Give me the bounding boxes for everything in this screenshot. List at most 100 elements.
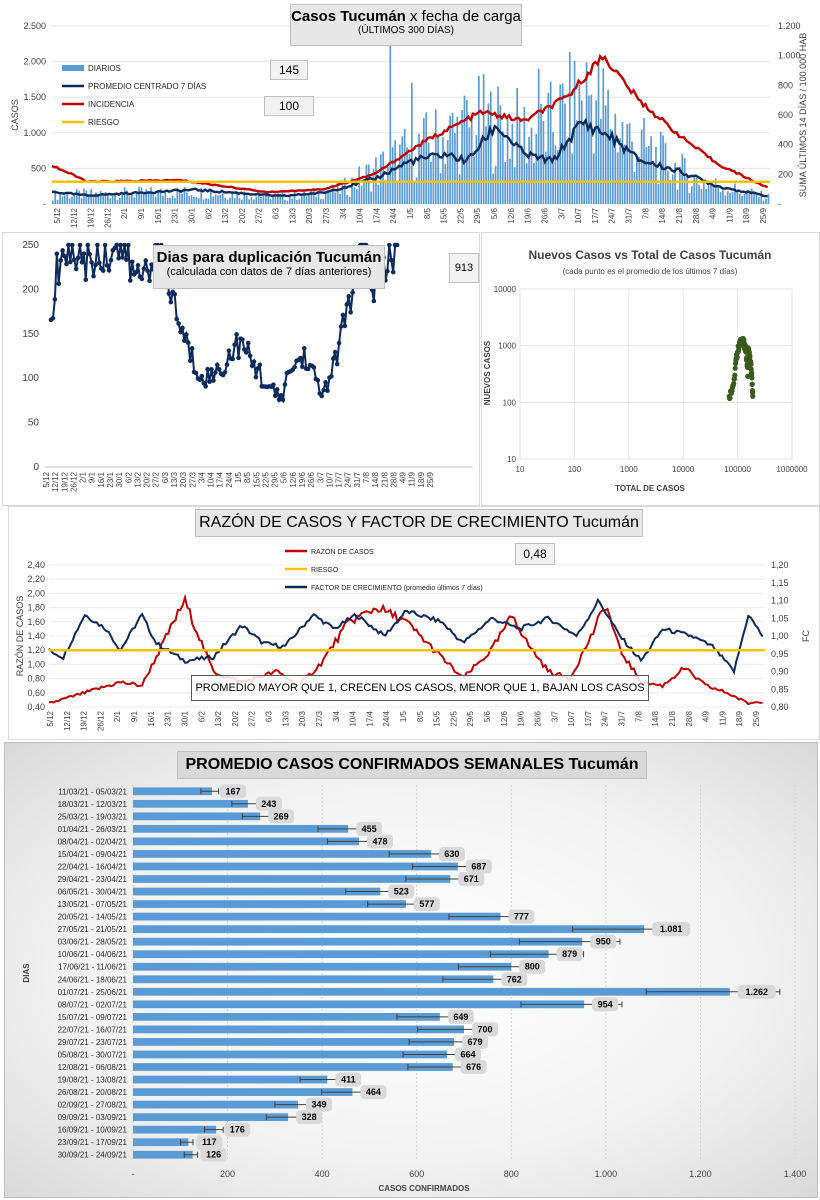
y2-tick-label: 1.000 — [778, 51, 801, 61]
y2-tick-label: 1,10 — [771, 596, 789, 606]
daily-bar — [123, 187, 126, 204]
duplicacion-point — [224, 362, 230, 367]
daily-bar — [489, 91, 492, 204]
category-label: 22/04/21 - 16/04/21 — [58, 862, 128, 871]
daily-bar — [377, 184, 380, 204]
daily-bar — [767, 194, 770, 204]
duplicacion-point — [56, 281, 62, 287]
x-tick-label: 21/8 — [380, 471, 389, 487]
value-label: 762 — [507, 974, 522, 984]
week-bar — [133, 900, 406, 908]
razon-title: RAZÓN DE CASOS Y FACTOR DE CRECIMIENTO T… — [199, 514, 639, 531]
value-label-bg — [196, 1135, 223, 1150]
daily-bar — [566, 142, 569, 204]
value-label-bg — [592, 997, 619, 1012]
x-tick-label: 1000000 — [776, 465, 808, 474]
daily-bar — [343, 177, 346, 204]
daily-bar — [442, 136, 444, 204]
daily-bar — [176, 187, 179, 204]
value-label: 630 — [444, 849, 459, 859]
week-bar — [133, 1138, 189, 1147]
y-tick-label: 200 — [22, 284, 39, 295]
scatter-point — [750, 393, 756, 399]
week-bar — [133, 925, 645, 934]
scatter-point — [731, 380, 737, 387]
daily-bar — [695, 177, 698, 204]
duplicacion-point — [205, 366, 210, 372]
daily-bar — [83, 188, 85, 204]
daily-bar — [255, 196, 258, 204]
duplicacion-point — [168, 299, 174, 305]
x-tick-label: 24/4 — [389, 207, 398, 223]
x-tick-label: 4/9 — [709, 207, 718, 219]
duplicacion-point — [102, 242, 108, 248]
daily-bar — [296, 199, 298, 204]
daily-bar — [686, 175, 688, 204]
duplicacion-point — [394, 242, 400, 248]
daily-bar — [152, 193, 155, 204]
daily-bar — [102, 193, 104, 204]
daily-bar — [580, 100, 583, 204]
duplicacion-point — [350, 290, 355, 295]
x-tick-label: 23/1 — [171, 207, 180, 223]
x-tick-label: 25/9 — [426, 471, 435, 487]
daily-bar — [221, 193, 224, 204]
duplicacion-point — [245, 340, 251, 346]
week-bar — [133, 862, 458, 871]
value-label: 328 — [302, 1112, 317, 1122]
daily-bar — [219, 194, 222, 204]
daily-bar — [439, 173, 442, 204]
daily-bar — [602, 68, 605, 205]
daily-bar — [269, 199, 272, 204]
x-tick-label: 28/8 — [685, 710, 694, 726]
y-tick-label: 1,60 — [27, 617, 45, 627]
week-bar — [133, 1100, 299, 1109]
daily-bar — [413, 182, 416, 204]
x-tick-label: 29/5 — [271, 471, 280, 487]
x-tick-label: 4/9 — [399, 471, 408, 483]
x-tick-label: 22/5 — [261, 471, 270, 487]
daily-bar — [300, 195, 303, 204]
x-tick-label: 26/6 — [540, 207, 549, 223]
daily-bar — [217, 195, 219, 204]
x-tick-label: - — [132, 1169, 135, 1179]
razon-chart: 0,40 0,60 0,80 1,00 1,20 1,40 1,60 1,80 2,00 2,20… — [15, 547, 811, 731]
y-tick-label: 0 — [33, 462, 39, 473]
duplicacion-point — [232, 342, 237, 348]
duplicacion-point — [77, 242, 83, 248]
daily-bar — [276, 193, 279, 204]
category-label: 15/07/21 - 09/07/21 — [58, 1013, 128, 1022]
duplicacion-point — [274, 387, 280, 392]
daily-bar — [253, 199, 255, 204]
daily-bar — [193, 196, 195, 204]
daily-bar — [399, 144, 401, 204]
daily-bar — [497, 86, 499, 204]
x-tick-label: 11/9 — [408, 471, 417, 487]
daily-bar — [499, 105, 502, 204]
x-tick-label: 1/5 — [406, 207, 415, 219]
x-tick-label: 200 — [220, 1169, 235, 1179]
daily-bar — [652, 165, 655, 204]
daily-bar — [540, 103, 542, 204]
y-tick-label: 0,40 — [27, 702, 45, 712]
daily-bar — [408, 153, 411, 204]
value-label: 577 — [419, 899, 434, 909]
daily-bar — [312, 187, 315, 204]
value-label: 478 — [373, 836, 388, 846]
daily-bar — [387, 166, 389, 204]
daily-bar — [226, 199, 229, 204]
scatter-point — [727, 395, 733, 401]
daily-bar — [545, 151, 547, 204]
daily-bar — [107, 194, 109, 204]
duplicacion-point — [108, 257, 114, 263]
y-tick-label: 1.000 — [23, 128, 46, 138]
duplicacion-point — [236, 355, 241, 361]
daily-bar — [657, 183, 660, 204]
x-tick-label: 5/6 — [483, 710, 492, 722]
x-tick-label: 27/2 — [255, 207, 264, 223]
daily-bar — [676, 189, 679, 204]
daily-bar — [418, 133, 420, 204]
daily-bar — [650, 136, 653, 204]
daily-bar — [396, 182, 399, 204]
daily-bar — [631, 141, 633, 204]
